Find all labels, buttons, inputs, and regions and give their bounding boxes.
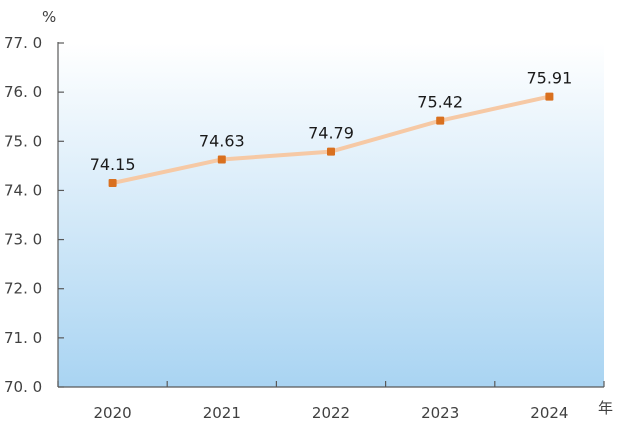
data-label: 75.91 <box>526 69 572 88</box>
y-tick-label: 72. 0 <box>4 280 42 298</box>
data-label: 74.63 <box>199 131 245 150</box>
data-point-marker <box>217 155 226 164</box>
y-axis-unit-label: % <box>42 8 56 26</box>
y-tick-label: 73. 0 <box>4 231 42 249</box>
data-label: 74.79 <box>308 124 354 143</box>
data-point-marker <box>108 179 117 188</box>
x-tick-label: 2022 <box>312 404 350 422</box>
x-tick-label: 2023 <box>421 404 459 422</box>
x-axis-unit-label: 年 <box>598 399 613 417</box>
y-tick-label: 77. 0 <box>4 34 42 52</box>
data-labels: 74.15 74.63 74.79 75.42 75.91 <box>90 69 573 174</box>
x-tick-label: 2020 <box>94 404 132 422</box>
y-tick-label: 76. 0 <box>4 83 42 101</box>
data-label: 74.15 <box>90 155 136 174</box>
x-tick-label: 2024 <box>530 404 568 422</box>
y-tick-label: 74. 0 <box>4 181 42 199</box>
data-point-marker <box>436 116 445 125</box>
y-tick-label: 75. 0 <box>4 132 42 150</box>
plot-background <box>58 43 604 387</box>
axes: 70. 0 71. 0 72. 0 73. 0 74. 0 75. 0 76. 0 77. 0… <box>4 34 605 422</box>
y-tick-label: 70. 0 <box>4 378 42 396</box>
data-point-marker <box>545 92 554 101</box>
y-tick-label: 71. 0 <box>4 329 42 347</box>
series-layer <box>108 92 554 188</box>
data-point-marker <box>327 147 335 156</box>
x-tick-label: 2021 <box>203 404 241 422</box>
data-label: 75.42 <box>417 93 463 112</box>
